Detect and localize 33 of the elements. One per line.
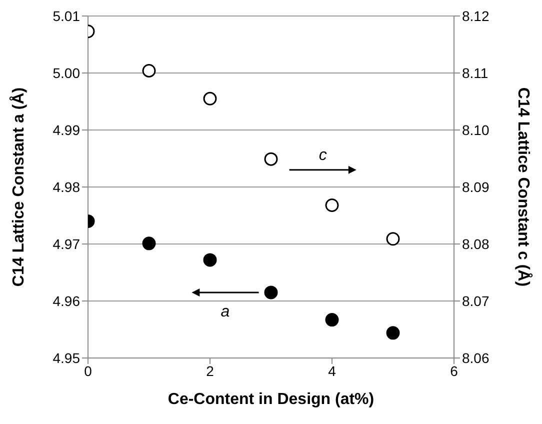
x-tick-label: 0 — [84, 362, 92, 379]
annotation: a — [220, 303, 230, 320]
y2-tick-label: 8.11 — [462, 64, 488, 81]
y-axis-title: C14 Lattice Constant a (Å) — [8, 87, 28, 287]
y2-tick-label: 8.08 — [462, 236, 490, 252]
point — [325, 198, 339, 212]
y-tick-label: 4.98 — [52, 178, 80, 195]
point — [203, 92, 217, 106]
point — [386, 326, 400, 340]
point — [203, 253, 217, 267]
x-tick-label: 2 — [206, 362, 214, 379]
point — [325, 313, 339, 327]
y2-axis-title: C14 Lattice Constant c (Å) — [514, 87, 534, 287]
x-axis-title: Ce-Content in Design (at%) — [168, 391, 374, 408]
y2-tick-label: 8.07 — [462, 292, 490, 309]
point — [264, 152, 278, 166]
y2-tick-label: 8.09 — [462, 178, 490, 195]
point — [264, 286, 278, 300]
y2-tick-label: 8.10 — [462, 122, 490, 138]
y-tick-label: 5.00 — [52, 64, 80, 81]
y-tick-label: 4.99 — [52, 122, 80, 138]
point — [142, 64, 156, 78]
x-tick-label: 4 — [328, 362, 336, 379]
annotation: c — [318, 146, 327, 164]
y2-tick-label: 8.12 — [462, 8, 490, 24]
y-tick-label: 4.96 — [52, 292, 80, 309]
y2-tick-label: 8.06 — [462, 350, 490, 366]
point — [386, 232, 400, 246]
y-tick-label: 4.95 — [52, 350, 80, 366]
y-tick-label: 5.01 — [52, 8, 80, 24]
y-tick-label: 4.97 — [52, 236, 80, 252]
x-tick-label: 6 — [450, 362, 458, 379]
point — [142, 236, 156, 250]
